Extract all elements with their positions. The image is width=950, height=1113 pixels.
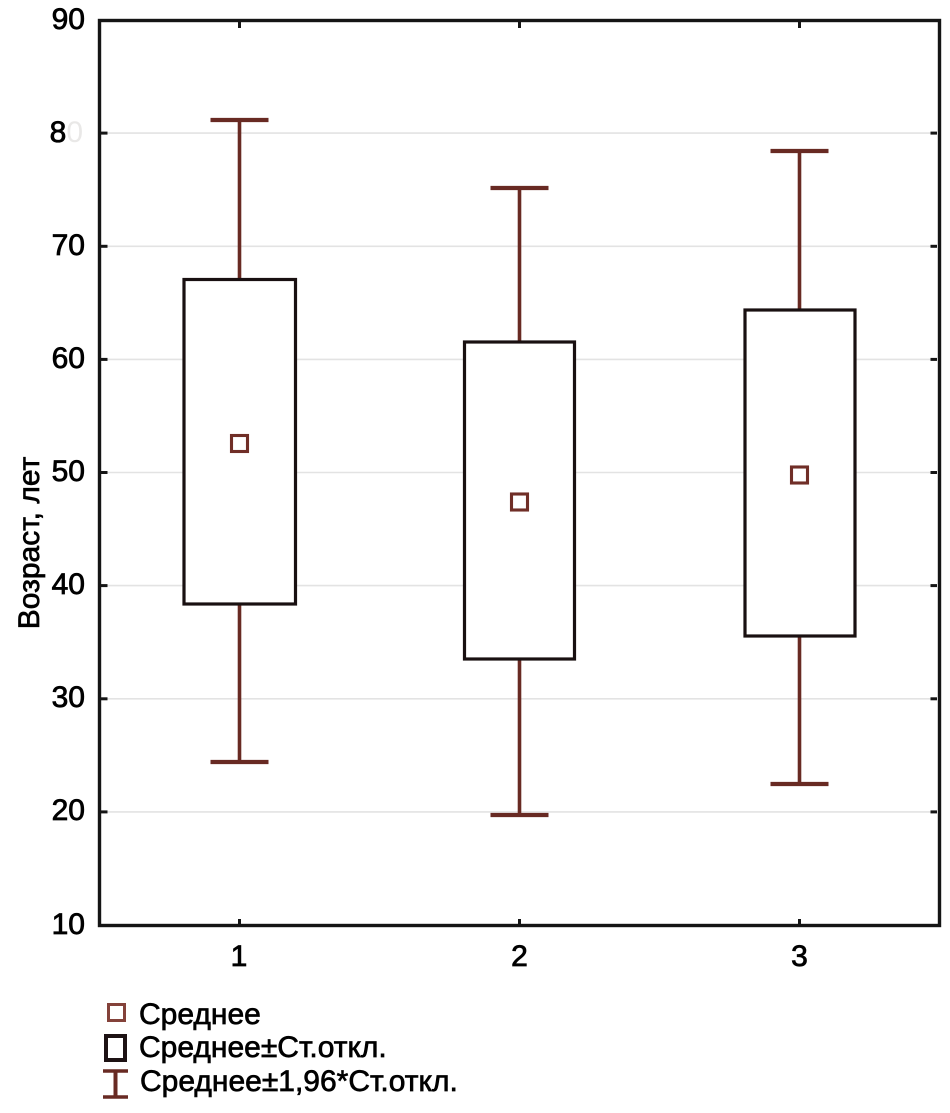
svg-text:50: 50 <box>52 455 85 488</box>
svg-text:20: 20 <box>52 794 85 827</box>
svg-text:2: 2 <box>511 940 528 973</box>
svg-text:80: 80 <box>50 116 83 149</box>
svg-text:Среднее±Ст.откл.: Среднее±Ст.откл. <box>139 1031 387 1064</box>
svg-text:90: 90 <box>52 3 85 36</box>
svg-text:Среднее±1,96*Ст.откл.: Среднее±1,96*Ст.откл. <box>140 1065 458 1098</box>
svg-text:10: 10 <box>52 908 85 941</box>
svg-text:Среднее: Среднее <box>139 998 261 1031</box>
svg-text:3: 3 <box>791 940 808 973</box>
svg-text:30: 30 <box>52 681 85 714</box>
svg-text:60: 60 <box>52 342 85 375</box>
svg-text:1: 1 <box>231 940 248 973</box>
svg-text:40: 40 <box>52 568 85 601</box>
svg-text:70: 70 <box>52 229 85 262</box>
svg-text:Возраст, лет: Возраст, лет <box>13 456 46 629</box>
